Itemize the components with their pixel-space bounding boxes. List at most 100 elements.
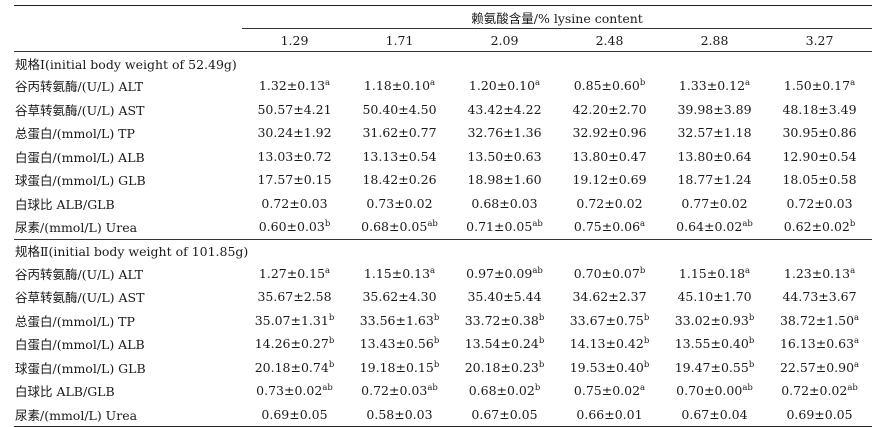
level-header: 1.29 (242, 28, 347, 52)
mean-sd-value: 0.71±0.05 (466, 219, 533, 235)
row-label: 球蛋白/(mmol/L) GLB (15, 360, 146, 376)
group-title: 规格Ⅰ(initial body weight of 52.49g) (15, 56, 237, 72)
mean-sd-value: 1.15±0.18 (678, 265, 746, 281)
table-row: 谷丙转氨酶/(U/L) ALT 1.32±0.13a 1.18±0.10a 1.20±… (14, 74, 872, 98)
mean-sd-value: 13.03±0.72 (257, 148, 332, 164)
table-row: 白蛋白/(mmol/L) ALB 13.03±0.72 13.13±0.54 13.5… (14, 145, 872, 169)
value-cell: 0.72±0.03 (767, 192, 872, 216)
row-label: 尿素/(mmol/L) Urea (14, 215, 242, 240)
row-label: 球蛋白/(mmol/L) GLB (15, 173, 146, 189)
significance-letter: a (325, 265, 331, 276)
value-cell: 31.62±0.77 (347, 121, 452, 145)
significance-letter: a (325, 78, 331, 89)
row-label: 谷草转氨酶/(U/L) AST (15, 290, 145, 306)
mean-sd-value: 19.18±0.15 (359, 359, 434, 375)
significance-letter: ab (322, 383, 333, 394)
mean-sd-value: 1.32±0.13 (258, 78, 326, 94)
significance-letter: a (850, 265, 856, 276)
table-row: 总蛋白/(mmol/L) TP 30.24±1.92 31.62±0.77 32.76… (14, 121, 872, 145)
value-cell: 18.98±1.60 (452, 168, 557, 192)
mean-sd-value: 33.56±1.63 (359, 312, 434, 328)
value-cell: 50.57±4.21 (242, 98, 347, 122)
header-row-levels: 1.29 1.71 2.09 2.48 2.88 3.27 (14, 28, 873, 52)
mean-sd-value: 13.43±0.56 (359, 336, 434, 352)
value-cell: 13.50±0.63 (452, 145, 557, 169)
significance-letter: ab (427, 383, 438, 394)
mean-sd-value: 14.13±0.42 (569, 336, 644, 352)
value-cell: 0.72±0.03 (242, 192, 347, 216)
mean-sd-value: 0.75±0.02 (573, 383, 641, 399)
mean-sd-value: 0.72±0.03 (361, 383, 428, 399)
value-cell: 0.64±0.02ab (662, 215, 767, 240)
table-row: 白球比 ALB/GLB 0.73±0.02ab 0.72±0.03ab 0.68±0.… (14, 379, 872, 403)
value-cell: 0.72±0.02 (557, 192, 662, 216)
value-cell: 32.92±0.96 (557, 121, 662, 145)
value-cell: 35.62±4.30 (347, 285, 452, 309)
significance-letter: b (639, 78, 646, 89)
table-body: 赖氨酸含量/% lysine content 1.29 1.71 2.09 2.… (14, 5, 873, 427)
mean-sd-value: 20.18±0.23 (464, 359, 539, 375)
mean-sd-value: 0.72±0.03 (786, 195, 853, 211)
mean-sd-value: 13.80±0.47 (572, 148, 647, 164)
value-cell: 0.73±0.02 (347, 192, 452, 216)
mean-sd-value: 0.62±0.02 (783, 219, 850, 235)
mean-sd-value: 35.40±5.44 (467, 289, 542, 305)
mean-sd-value: 0.69±0.05 (261, 406, 328, 422)
mean-sd-value: 0.60±0.03 (258, 219, 325, 235)
mean-sd-value: 13.55±0.40 (674, 336, 749, 352)
mean-sd-value: 22.57±0.90 (779, 359, 855, 375)
mean-sd-value: 44.73±3.67 (782, 289, 857, 305)
row-label: 白蛋白/(mmol/L) ALB (15, 149, 145, 165)
significance-letter: a (854, 312, 860, 323)
lysine-serum-table: 赖氨酸含量/% lysine content 1.29 1.71 2.09 2.… (14, 5, 873, 427)
value-cell: 0.60±0.03b (242, 215, 347, 240)
value-cell: 0.75±0.06a (557, 215, 662, 240)
mean-sd-value: 0.68±0.03 (471, 195, 538, 211)
significance-letter: a (745, 265, 751, 276)
value-cell: 30.24±1.92 (242, 121, 347, 145)
value-cell: 0.67±0.05 (452, 402, 557, 427)
value-cell: 0.69±0.05 (767, 402, 873, 427)
value-cell: 1.23±0.13a (767, 262, 872, 286)
mean-sd-value: 18.98±1.60 (467, 172, 542, 188)
mean-sd-value: 0.77±0.02 (681, 195, 748, 211)
significance-letter: a (535, 78, 541, 89)
significance-letter: b (748, 359, 755, 370)
mean-sd-value: 30.24±1.92 (257, 125, 332, 141)
row-label: 谷丙转氨酶/(U/L) ALT (15, 266, 144, 282)
value-cell: 42.20±2.70 (557, 98, 662, 122)
row-label: 谷丙转氨酶/(U/L) ALT (15, 79, 144, 95)
value-cell: 45.10±1.70 (662, 285, 767, 309)
mean-sd-value: 18.77±1.24 (677, 172, 752, 188)
mean-sd-value: 16.13±0.63 (779, 336, 855, 352)
value-cell: 13.80±0.64 (662, 145, 767, 169)
mean-sd-value: 1.18±0.10 (363, 78, 431, 94)
mean-sd-value: 1.20±0.10 (468, 78, 536, 94)
header-row-lysine: 赖氨酸含量/% lysine content (14, 5, 873, 29)
group-header-row: 规格Ⅰ(initial body weight of 52.49g) (14, 52, 872, 75)
mean-sd-value: 32.57±1.18 (677, 125, 752, 141)
mean-sd-value: 0.68±0.05 (361, 219, 428, 235)
value-cell: 48.18±3.49 (767, 98, 872, 122)
value-cell: 17.57±0.15 (242, 168, 347, 192)
mean-sd-value: 0.73±0.02 (256, 383, 323, 399)
value-cell: 1.50±0.17a (767, 74, 872, 98)
mean-sd-value: 48.18±3.49 (782, 101, 857, 117)
group-title: 规格Ⅱ(initial body weight of 101.85g) (15, 244, 249, 259)
value-cell: 22.57±0.90a (767, 356, 872, 380)
value-cell: 0.70±0.07b (557, 262, 662, 286)
value-cell: 0.85±0.60b (557, 74, 662, 98)
value-cell: 14.26±0.27b (242, 332, 347, 356)
table-row: 白蛋白/(mmol/L) ALB 14.26±0.27b 13.43±0.56b 13… (14, 332, 872, 356)
mean-sd-value: 35.07±1.31 (254, 312, 329, 328)
table-row: 球蛋白/(mmol/L) GLB 20.18±0.74b 19.18±0.15b 20… (14, 356, 872, 380)
mean-sd-value: 0.72±0.02 (576, 195, 643, 211)
value-cell: 0.58±0.03 (347, 402, 452, 427)
value-cell: 13.03±0.72 (242, 145, 347, 169)
value-cell: 33.67±0.75b (557, 309, 662, 333)
significance-letter: ab (532, 219, 543, 230)
value-cell: 35.67±2.58 (242, 285, 347, 309)
mean-sd-value: 0.75±0.06 (573, 219, 641, 235)
table-row: 谷草转氨酶/(U/L) AST 35.67±2.58 35.62±4.30 35.40… (14, 285, 872, 309)
value-cell: 0.66±0.01 (557, 402, 662, 427)
